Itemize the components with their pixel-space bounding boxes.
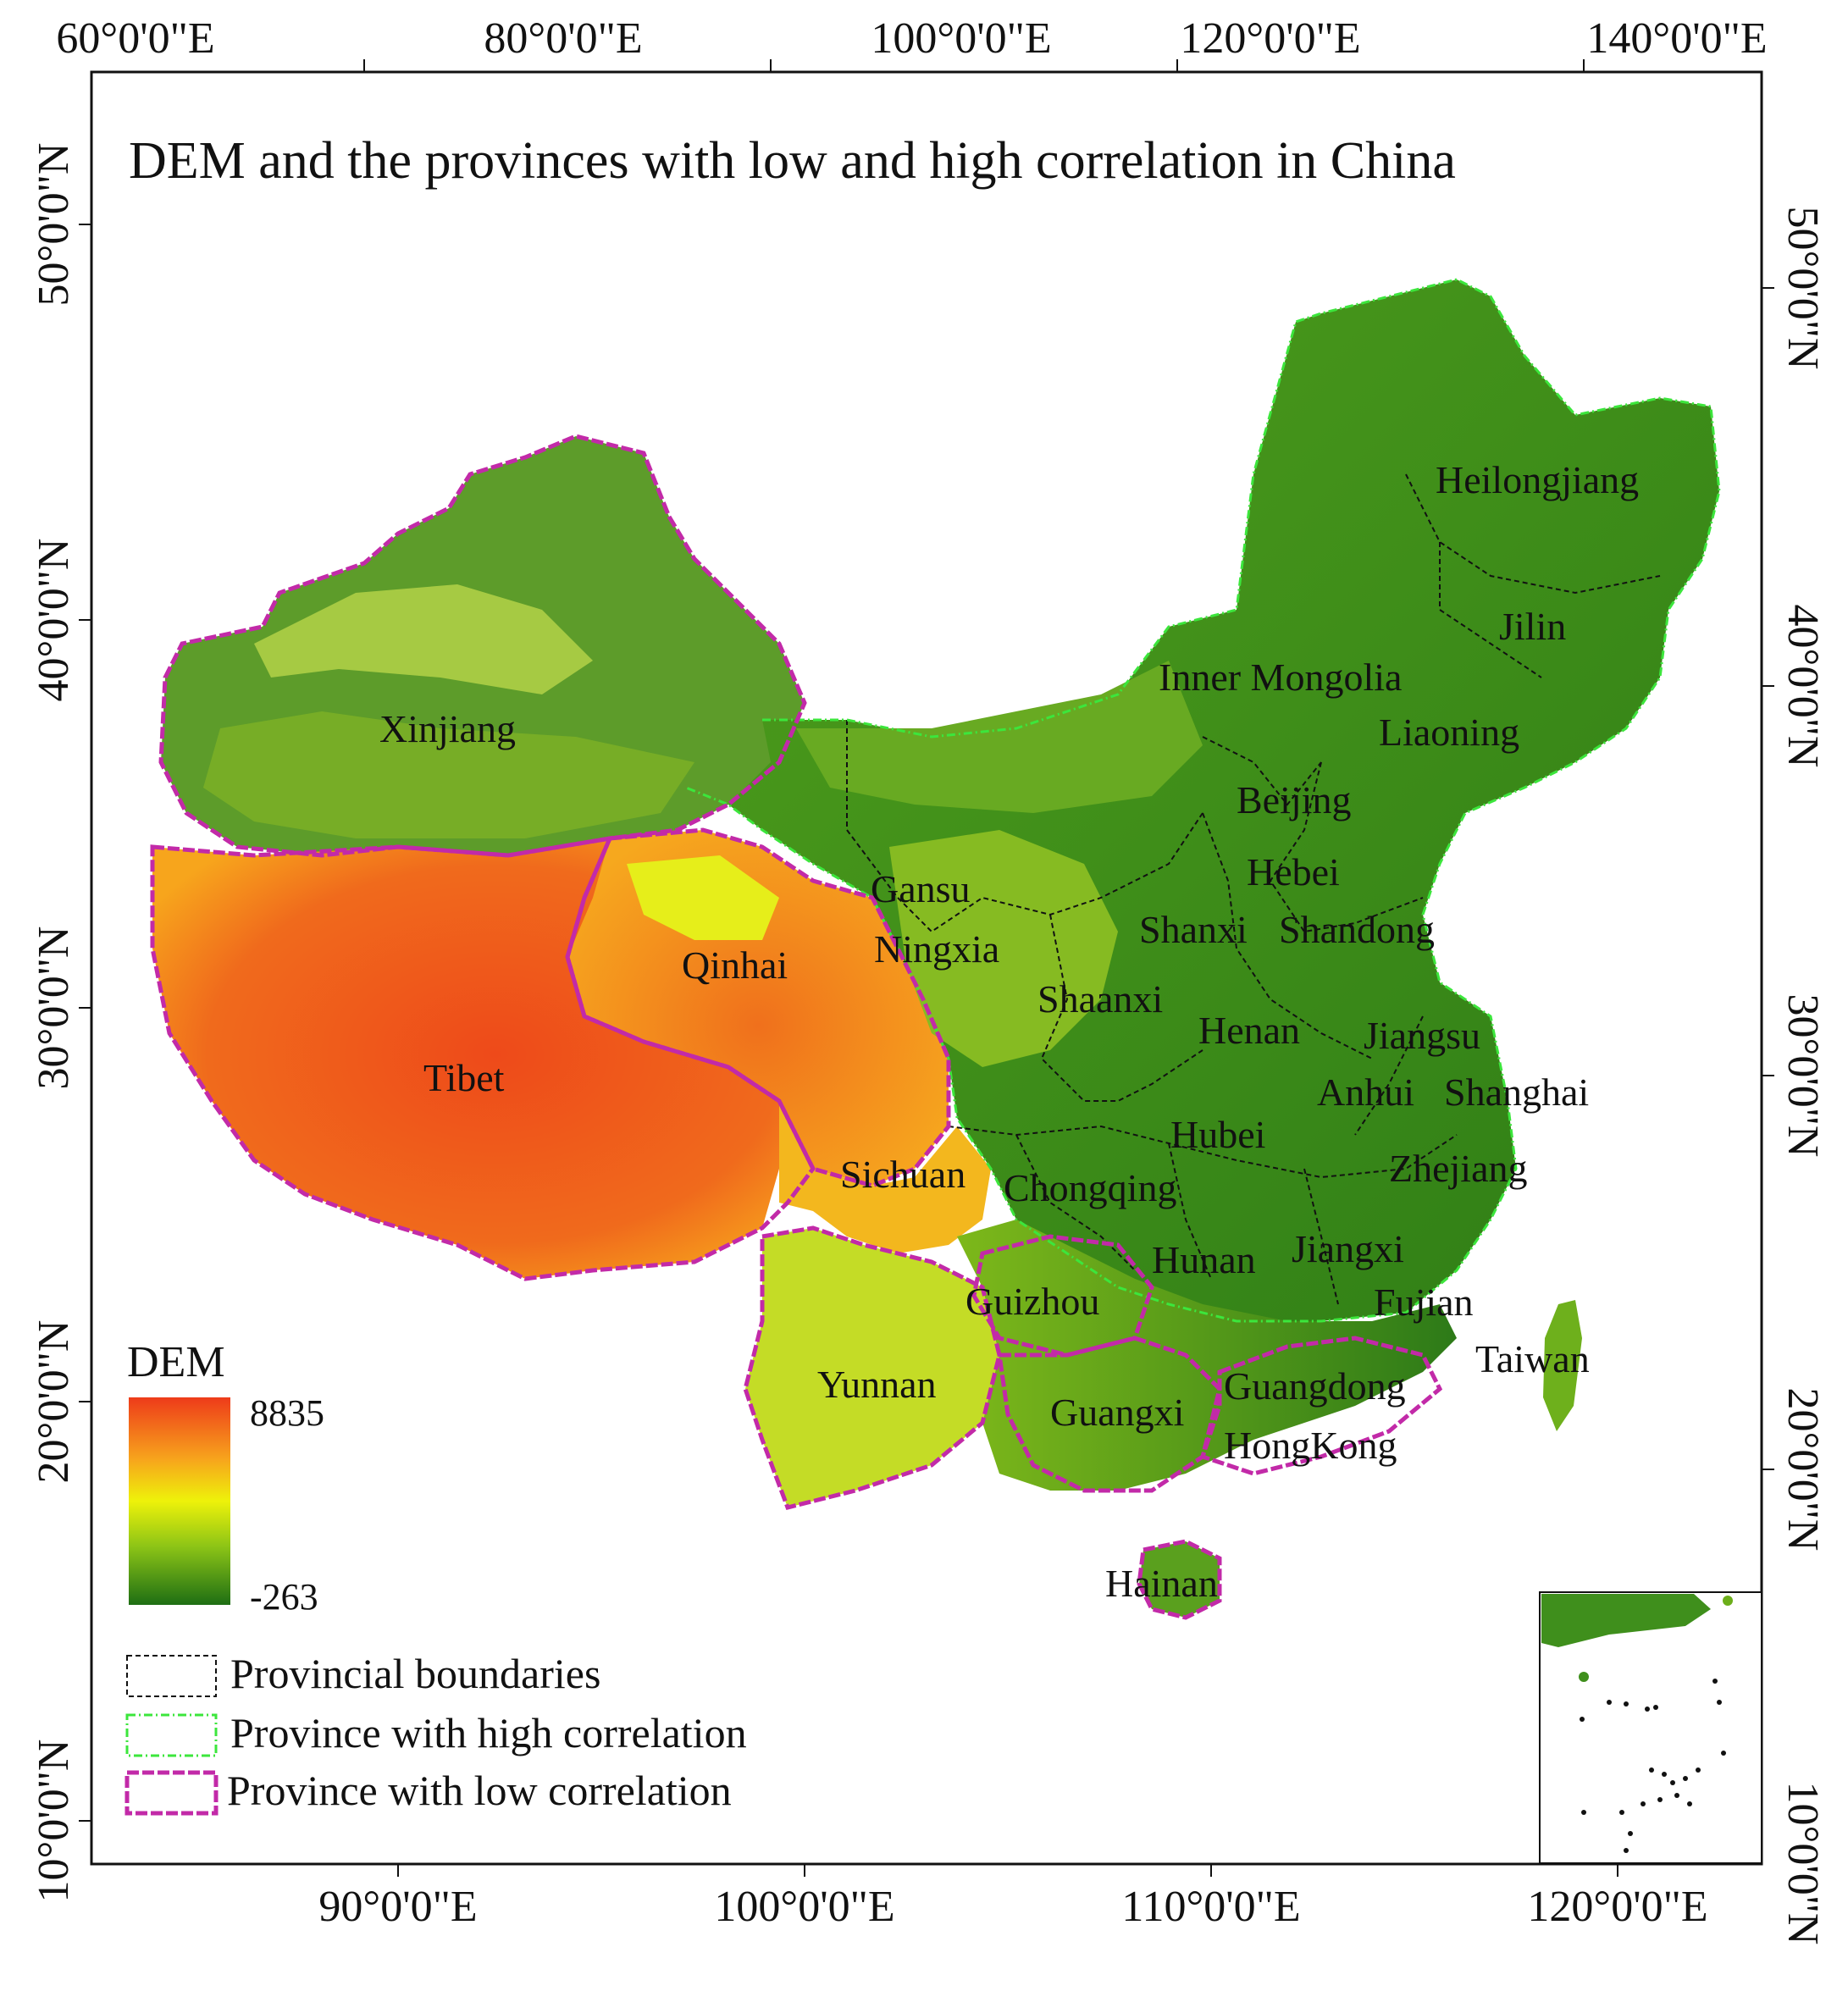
bottom-lon-label: 100°0'0"E [714,1883,894,1931]
right-lat-label: 40°0'0"N [1779,605,1827,768]
province-label-hongkong: HongKong [1224,1424,1397,1467]
terrain-loess [889,830,1118,1067]
dem-terrain [152,279,1719,1618]
left-lat-label: 30°0'0"N [30,927,78,1090]
legend-label-provincial: Provincial boundaries [230,1650,600,1697]
right-lat-label: 50°0'0"N [1779,207,1827,370]
left-lat-label: 40°0'0"N [30,539,78,702]
boundary-legend: Provincial boundaries Province with high… [124,1650,747,1816]
province-label-jiangsu: Jiangsu [1364,1014,1480,1057]
south-china-sea-inset [1539,1591,1762,1864]
dem-legend-title: DEM [127,1338,225,1386]
top-lon-label: 60°0'0"E [56,14,214,63]
province-label-hunan: Hunan [1152,1238,1256,1281]
province-label-shaanxi: Shaanxi [1037,977,1163,1021]
province-label-henan: Henan [1198,1009,1300,1052]
dem-legend-min: -263 [250,1576,318,1618]
legend-label-low: Province with low correlation [227,1767,732,1814]
province-label-sichuan: Sichuan [840,1153,965,1196]
province-label-hebei: Hebei [1247,850,1340,893]
province-labels: Xinjiang Tibet Qinhai Gansu Ningxia Inne… [379,458,1639,1605]
bottom-lon-label: 90°0'0"E [318,1883,477,1931]
province-label-xinjiang: Xinjiang [379,707,516,750]
guangdong-boundary [1199,1336,1443,1476]
left-lat-label: 50°0'0"N [30,143,78,307]
province-label-tibet: Tibet [423,1056,505,1099]
bottom-lon-label: 110°0'0"E [1121,1883,1300,1931]
province-label-qinhai: Qinhai [682,943,788,987]
province-label-shandong: Shandong [1279,908,1435,951]
right-lat-label: 10°0'0"N [1779,1782,1827,1945]
terrain-qaidam [627,855,779,940]
terrain-yunnan [745,1228,999,1507]
province-label-yunnan: Yunnan [817,1363,937,1406]
left-lat-label: 10°0'0"N [30,1740,78,1903]
top-lon-label: 140°0'0"E [1586,14,1767,63]
province-label-inner-mongolia: Inner Mongolia [1159,656,1402,699]
province-label-chongqing: Chongqing [1004,1166,1176,1209]
top-lon-label: 80°0'0"E [484,14,642,63]
province-label-guangdong: Guangdong [1224,1364,1406,1408]
province-label-hainan: Hainan [1105,1562,1218,1605]
province-label-ningxia: Ningxia [874,927,999,971]
province-label-beijing: Beijing [1237,778,1351,821]
province-label-heilongjiang: Heilongjiang [1436,458,1639,501]
high-correlation-boundary [685,278,1721,1323]
province-label-anhui: Anhui [1317,1070,1414,1114]
province-label-zhejiang: Zhejiang [1389,1147,1528,1190]
low-correlation-boundaries [150,434,1443,1620]
province-label-liaoning: Liaoning [1379,711,1519,754]
dem-legend: DEM 8835 -263 [127,1338,324,1618]
bottom-lon-label: 120°0'0"E [1527,1883,1707,1931]
hainan-boundary [1137,1539,1222,1620]
top-lon-label: 100°0'0"E [871,14,1051,63]
terrain-tarim [203,711,694,838]
province-label-shanxi: Shanxi [1139,908,1248,951]
province-label-guangxi: Guangxi [1050,1391,1184,1434]
legend-swatch-low [124,1770,219,1816]
province-label-jiangxi: Jiangxi [1292,1227,1404,1270]
terrain-south [957,1220,1457,1491]
left-lat-label: 20°0'0"N [30,1320,78,1484]
province-label-jilin: Jilin [1499,605,1566,648]
right-lat-label: 20°0'0"N [1779,1388,1827,1552]
xinjiang-boundary [158,434,807,858]
dem-legend-max: 8835 [250,1392,324,1434]
province-label-taiwan: Taiwan [1475,1337,1590,1380]
provincial-boundaries [846,473,1661,1305]
qinhai-boundary [565,827,951,1188]
terrain-xinjiang-ridge [254,584,593,694]
right-lat-label: 30°0'0"N [1779,994,1827,1158]
legend-swatch-high [125,1713,218,1757]
yunnan-boundary [743,1225,1002,1510]
graticule-ticks [79,59,1774,1877]
map-title: DEM and the provinces with low and high … [129,132,1456,190]
legend-label-high: Province with high correlation [230,1709,747,1756]
graticule-labels: 60°0'0"E 80°0'0"E 100°0'0"E 120°0'0"E 14… [30,14,1827,1944]
terrain-taiwan [1543,1300,1582,1431]
legend-swatch-provincial [126,1655,217,1697]
province-label-gansu: Gansu [871,867,971,910]
province-label-guizhou: Guizhou [965,1280,1099,1323]
terrain-hainan [1139,1541,1220,1618]
province-label-hubei: Hubei [1170,1113,1265,1156]
top-lon-label: 120°0'0"E [1180,14,1360,63]
dem-color-ramp [129,1397,230,1605]
terrain-mongolia-plateau [796,661,1203,813]
province-label-shanghai: Shanghai [1444,1070,1589,1114]
terrain-sichuan [779,1101,991,1253]
province-label-fujian: Fujian [1374,1281,1474,1324]
